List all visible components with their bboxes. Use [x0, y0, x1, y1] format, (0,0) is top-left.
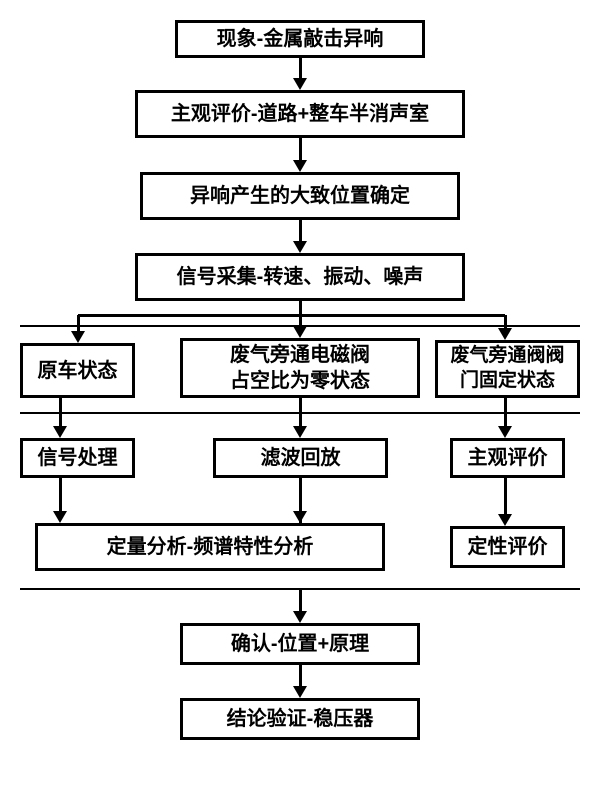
- arrow: [299, 478, 302, 512]
- arrow-head: [293, 511, 307, 523]
- arrow-head: [293, 426, 307, 438]
- flowchart-node-n3: 异响产生的大致位置确定: [140, 172, 460, 220]
- arrow-head: [293, 611, 307, 623]
- arrow-head: [293, 326, 307, 338]
- arrow-head: [293, 686, 307, 698]
- arrow: [299, 138, 302, 161]
- arrow-head: [53, 426, 67, 438]
- arrow-head: [71, 331, 85, 343]
- flowchart-node-n14: 结论验证-稳压器: [180, 698, 420, 740]
- flowchart-node-n2: 主观评价-道路+整车半消声室: [135, 90, 465, 138]
- arrow: [299, 398, 302, 427]
- flowchart-node-n9: 滤波回放: [213, 438, 388, 478]
- flowchart-node-n13: 确认-位置+原理: [180, 623, 420, 665]
- arrow: [299, 665, 302, 687]
- flowchart-node-n10: 主观评价: [450, 438, 565, 478]
- arrow: [59, 478, 62, 512]
- flowchart-node-n1: 现象-金属敲击异响: [175, 20, 425, 58]
- arrow-head: [53, 511, 67, 523]
- arrow: [59, 398, 62, 427]
- split-bar: [78, 314, 505, 317]
- flowchart-node-n7: 废气旁通阀阀 门固定状态: [435, 340, 580, 398]
- arrow-head: [293, 78, 307, 90]
- arrow-head: [293, 160, 307, 172]
- arrow: [299, 588, 302, 612]
- arrow: [299, 301, 302, 315]
- flowchart-node-n4: 信号采集-转速、振动、噪声: [135, 253, 465, 301]
- flowchart-node-n6: 废气旁通电磁阀 占空比为零状态: [180, 338, 420, 398]
- arrow: [299, 58, 302, 79]
- arrow-head: [498, 328, 512, 340]
- flowchart-node-n5: 原车状态: [20, 343, 135, 398]
- arrow-head: [293, 241, 307, 253]
- arrow: [504, 398, 507, 427]
- flowchart-node-n8: 信号处理: [20, 438, 135, 478]
- arrow: [299, 220, 302, 242]
- arrow-head: [498, 426, 512, 438]
- arrow: [504, 478, 507, 515]
- flowchart-node-n11: 定量分析-频谱特性分析: [35, 523, 385, 571]
- arrow: [77, 315, 80, 332]
- flowchart-node-n12: 定性评价: [450, 526, 565, 568]
- arrow: [504, 315, 507, 329]
- arrow-head: [498, 514, 512, 526]
